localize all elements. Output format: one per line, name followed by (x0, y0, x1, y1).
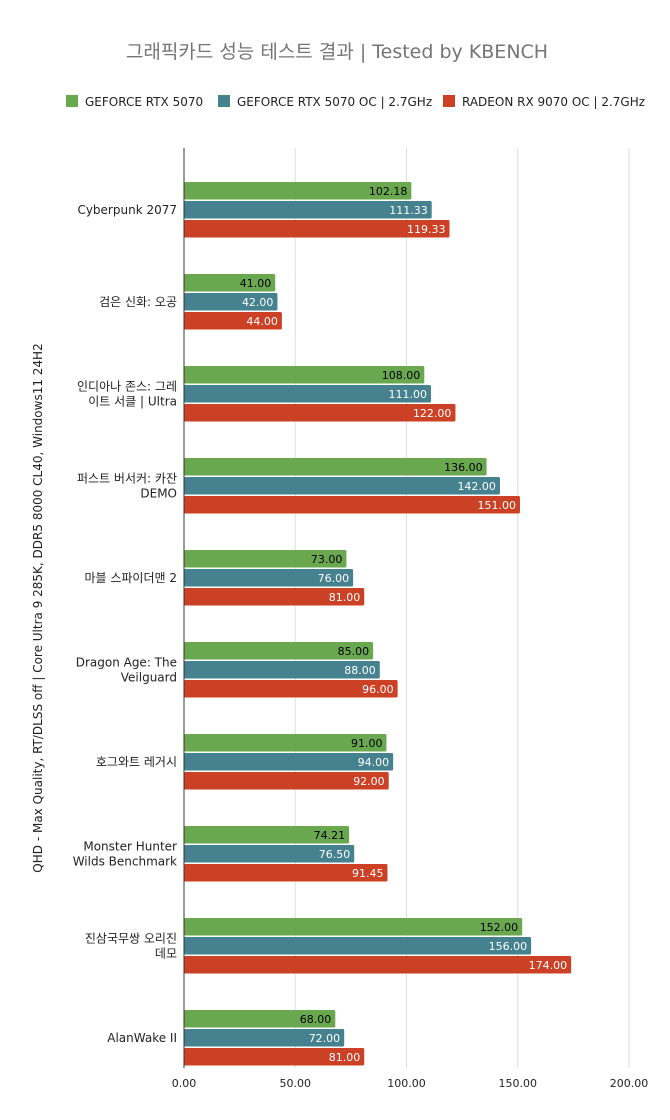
x-tick-labels: 0.00 50.00 100.00 150.00 200.00 (172, 1077, 649, 1090)
bar-value-label: 119.33 (407, 223, 446, 236)
chart-title: 그래픽카드 성능 테스트 결과 | Tested by KBENCH (126, 41, 548, 63)
bar (184, 404, 456, 422)
bar (184, 182, 412, 200)
bar (184, 753, 394, 771)
bar (184, 312, 282, 330)
category-label: 검은 신화: 오공 (99, 295, 177, 309)
legend-label: GEFORCE RTX 5070 (85, 95, 203, 109)
bar (184, 201, 432, 219)
bar-value-label: 136.00 (444, 461, 483, 474)
bar-value-label: 91.45 (352, 867, 384, 880)
bar-value-label: 96.00 (362, 683, 394, 696)
x-tick-label: 150.00 (499, 1077, 538, 1090)
bar-value-label: 41.00 (240, 277, 272, 290)
bar-value-label: 42.00 (242, 296, 274, 309)
bar (184, 588, 365, 606)
bar-value-label: 92.00 (353, 775, 385, 788)
bar (184, 661, 380, 679)
bar (184, 937, 532, 955)
x-tick-label: 0.00 (172, 1077, 197, 1090)
bar (184, 826, 350, 844)
bar-value-label: 68.00 (300, 1013, 332, 1026)
bar (184, 642, 374, 660)
legend-label: GEFORCE RTX 5070 OC | 2.7GHz (237, 95, 432, 109)
category-label: Dragon Age: The Veilguard (76, 655, 177, 684)
bar (184, 956, 572, 974)
bar-value-label: 91.00 (351, 737, 383, 750)
bar-value-label: 151.00 (477, 499, 516, 512)
bar (184, 293, 278, 311)
category-label: Cyberpunk 2077 (77, 203, 177, 217)
bar (184, 864, 388, 882)
bar (184, 274, 276, 292)
bar-value-label: 88.00 (344, 664, 376, 677)
legend-swatch (218, 95, 230, 107)
bar-value-label: 152.00 (480, 921, 519, 934)
bar (184, 477, 500, 495)
category-label: 진삼국무쌍 오리진 데모 (85, 931, 177, 960)
bar-value-label: 76.00 (318, 572, 350, 585)
bar (184, 772, 389, 790)
bar-value-label: 174.00 (529, 959, 568, 972)
bar-value-label: 85.00 (338, 645, 370, 658)
bar-value-label: 76.50 (319, 848, 351, 861)
bar-value-label: 74.21 (314, 829, 346, 842)
bar (184, 918, 523, 936)
category-label: 퍼스트 버서커: 카잔 DEMO (77, 471, 177, 500)
legend-swatch (66, 95, 78, 107)
bar (184, 550, 347, 568)
category-label: 호그와트 레거시 (96, 755, 177, 769)
bar-value-label: 156.00 (489, 940, 528, 953)
bar-value-label: 102.18 (369, 185, 408, 198)
legend: GEFORCE RTX 5070 GEFORCE RTX 5070 OC | 2.… (66, 95, 645, 109)
bar-value-label: 81.00 (329, 1051, 361, 1064)
bar (184, 1029, 345, 1047)
category-label: Monster Hunter Wilds Benchmark (73, 839, 177, 868)
bar-value-label: 111.00 (388, 388, 427, 401)
bar (184, 366, 425, 384)
bar (184, 458, 487, 476)
bar (184, 734, 387, 752)
x-tick-label: 200.00 (610, 1077, 649, 1090)
bar-value-label: 73.00 (311, 553, 343, 566)
category-label: 마블 스파이더맨 2 (84, 571, 177, 585)
x-tick-label: 50.00 (280, 1077, 312, 1090)
bar-value-label: 111.33 (389, 204, 428, 217)
bar (184, 496, 520, 514)
bar-value-label: 44.00 (246, 315, 278, 328)
bar (184, 845, 355, 863)
legend-label: RADEON RX 9070 OC | 2.7GHz (462, 95, 645, 109)
bar (184, 680, 398, 698)
bar-value-label: 108.00 (382, 369, 421, 382)
category-label: AlanWake II (107, 1031, 177, 1045)
bars: 102.18 111.33 119.33 41.00 42.00 44.00 108.00 1… (184, 182, 572, 1066)
bar-value-label: 72.00 (309, 1032, 341, 1045)
bar-value-label: 142.00 (457, 480, 496, 493)
legend-swatch (443, 95, 455, 107)
bar (184, 385, 431, 403)
bar (184, 1048, 365, 1066)
x-tick-label: 100.00 (387, 1077, 426, 1090)
bar (184, 1010, 336, 1028)
bar (184, 569, 354, 587)
bar-value-label: 122.00 (413, 407, 452, 420)
category-label: 인디아나 존스: 그레 이트 서클 | Ultra (77, 379, 177, 408)
bar (184, 220, 450, 238)
bar-value-label: 94.00 (358, 756, 390, 769)
bar-value-label: 81.00 (329, 591, 361, 604)
y-axis-title: QHD - Max Quality, RT/DLSS off | Core Ul… (31, 343, 45, 872)
